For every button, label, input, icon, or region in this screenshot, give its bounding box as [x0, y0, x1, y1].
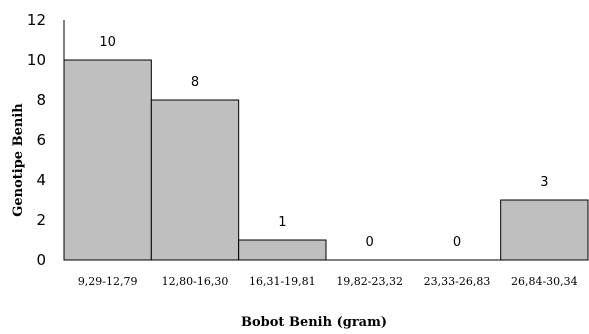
bar-1 — [63, 59, 152, 261]
x-tick-label-4: 19,82-23,32 — [336, 275, 403, 288]
y-axis-title: Genotipe Benih — [11, 103, 26, 217]
data-label-1: 10 — [99, 35, 116, 50]
x-tick-label-2: 12,80-16,30 — [162, 275, 229, 288]
y-tick-label-8: 8 — [36, 91, 46, 109]
y-tick-label-6: 6 — [36, 131, 46, 149]
x-tick-labels: 9,29-12,79 12,80-16,30 16,31-19,81 19,82-23… — [78, 275, 578, 288]
bars-group — [63, 59, 589, 261]
data-label-6: 3 — [540, 175, 548, 190]
y-tick-label-2: 2 — [36, 211, 46, 229]
x-tick-label-6: 26,84-30,34 — [511, 275, 578, 288]
x-tick-label-3: 16,31-19,81 — [249, 275, 316, 288]
bar-6 — [500, 199, 589, 261]
x-tick-label-5: 23,33-26,83 — [424, 275, 491, 288]
data-label-5: 0 — [453, 235, 461, 250]
y-tick-label-10: 10 — [27, 51, 46, 69]
data-label-3: 1 — [278, 215, 286, 230]
y-tick-labels: 0 2 4 6 8 10 12 — [27, 11, 46, 269]
x-tick-label-1: 9,29-12,79 — [78, 275, 138, 288]
data-label-4: 0 — [366, 235, 374, 250]
y-tick-label-12: 12 — [27, 11, 46, 29]
data-label-2: 8 — [191, 75, 199, 90]
y-tick-label-4: 4 — [36, 171, 46, 189]
x-axis-title: Bobot Benih (gram) — [241, 315, 387, 330]
y-tick-label-0: 0 — [36, 251, 46, 269]
bar-2 — [150, 99, 240, 261]
bar-3 — [238, 239, 327, 261]
